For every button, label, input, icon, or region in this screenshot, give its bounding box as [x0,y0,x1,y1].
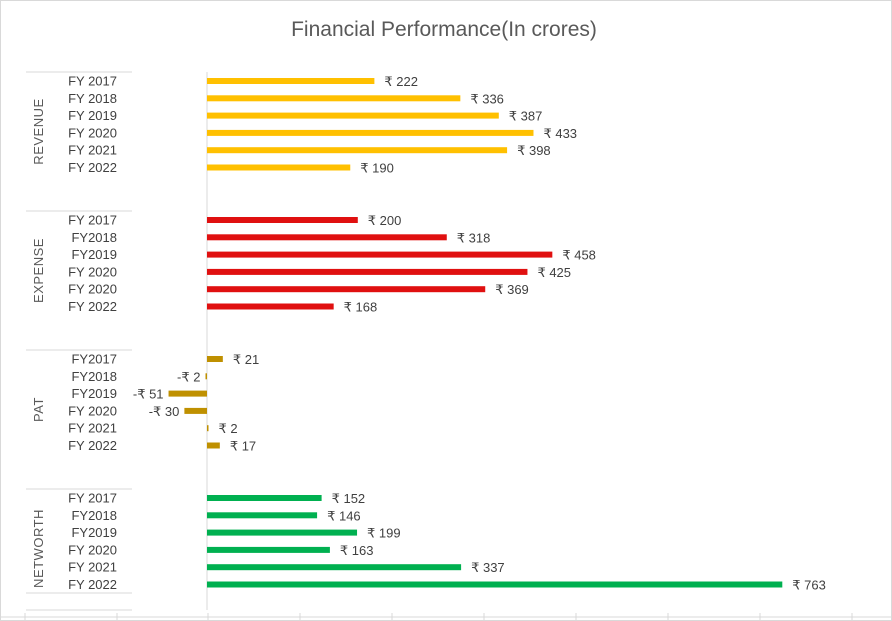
category-label: FY 2018 [68,91,117,106]
group-label: NETWORTH [31,509,46,588]
category-label: FY 2017 [68,213,117,228]
category-label: FY 2020 [68,282,117,297]
data-label: ₹ 200 [368,213,402,228]
group-label: PAT [31,397,46,422]
bar [207,234,447,241]
category-label: FY 2020 [68,264,117,279]
bar [207,546,330,553]
category-label: FY 2020 [68,125,117,140]
data-label: ₹ 369 [495,282,529,297]
bar [207,95,461,102]
data-label: -₹ 30 [149,404,180,419]
label-layer: REVENUE FY 2017 ₹ 222 FY 2018 ₹ 336 FY 2019 ₹ … [31,74,826,593]
data-label: ₹ 190 [360,161,394,176]
category-label: FY2018 [71,508,117,523]
category-label: FY 2021 [68,560,117,575]
chart-title: Financial Performance(In crores) [291,18,597,41]
data-label: ₹ 337 [471,560,505,575]
data-label: ₹ 2 [219,421,238,436]
category-label: FY 2021 [68,143,117,158]
bar [205,373,207,380]
bar [168,390,207,397]
bar [207,251,553,258]
bar [207,356,223,362]
data-label: ₹ 763 [792,578,826,593]
data-label: ₹ 168 [344,300,378,315]
bar [207,164,351,171]
category-label: FY 2020 [68,403,117,418]
category-label: FY 2021 [68,421,117,436]
data-label: ₹ 387 [509,109,543,124]
bar [207,112,499,119]
category-label: FY 2022 [68,438,117,453]
data-label: ₹ 146 [327,508,361,523]
category-label: FY2018 [71,369,117,384]
category-label: FY 2022 [68,160,117,175]
bar [207,129,534,136]
category-label: FY 2019 [68,108,117,123]
data-label: ₹ 318 [457,230,491,245]
data-label: ₹ 458 [562,248,596,263]
category-label: FY2017 [71,352,117,367]
category-label: FY 2022 [68,577,117,592]
category-label: FY2018 [71,230,117,245]
data-label: ₹ 21 [233,352,259,367]
data-label: ₹ 336 [470,91,504,106]
bar [207,564,462,571]
group-label: EXPENSE [31,238,46,303]
bar [207,268,528,275]
bar [207,581,783,588]
data-label: ₹ 163 [340,543,374,558]
bar [207,147,508,154]
bar [207,442,220,449]
bar [207,512,318,519]
bar-layer [168,78,783,588]
category-label: FY 2017 [68,491,117,506]
data-label: ₹ 222 [384,74,418,89]
bar [207,286,486,293]
axis-layer [0,71,892,621]
data-label: -₹ 2 [177,369,200,384]
category-label: FY2019 [71,386,117,401]
data-label: ₹ 425 [537,265,571,280]
data-label: ₹ 17 [230,439,256,454]
bar [207,495,322,501]
category-label: FY2019 [71,525,117,540]
group-label: REVENUE [31,98,46,164]
data-label: ₹ 398 [517,143,551,158]
bar [184,407,207,414]
data-label: ₹ 152 [332,491,366,506]
bar [207,78,375,84]
bar [207,425,209,432]
bar [207,217,358,223]
data-label: ₹ 199 [367,526,401,541]
bar [207,303,334,310]
data-label: ₹ 433 [543,126,577,141]
category-label: FY 2017 [68,74,117,89]
category-label: FY 2022 [68,299,117,314]
bar [207,529,358,536]
data-label: -₹ 51 [133,387,164,402]
category-label: FY 2020 [68,542,117,557]
category-label: FY2019 [71,247,117,262]
